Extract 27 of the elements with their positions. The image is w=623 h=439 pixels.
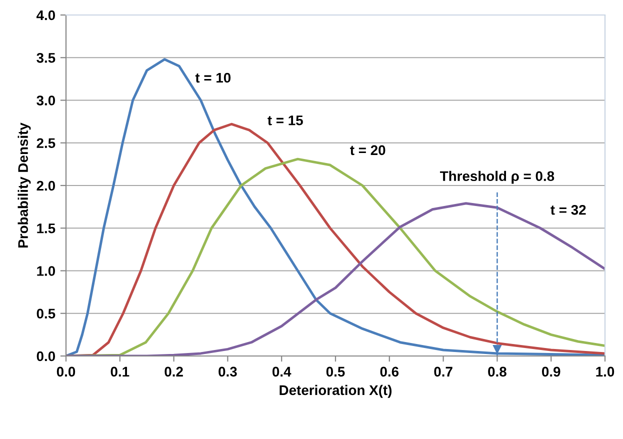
x-tick-label: 0.3 — [218, 366, 237, 377]
x-axis-title: Deterioration X(t) — [280, 384, 392, 398]
series-label: t = 10 — [195, 72, 231, 83]
x-tick-label: 0.0 — [56, 366, 76, 377]
x-tick-label: 0.8 — [488, 366, 506, 377]
y-axis-title: Probability Density — [18, 122, 31, 248]
y-tick-label: 0.0 — [36, 351, 56, 362]
x-tick-label: 1.0 — [596, 366, 614, 377]
y-tick-label: 1.0 — [37, 266, 56, 276]
ref-line-label: Threshold ρ = 0.8 — [440, 170, 554, 184]
x-tick-label: 0.6 — [380, 366, 399, 377]
x-tick-label: 0.4 — [272, 366, 292, 377]
series-label: t = 20 — [350, 145, 386, 156]
series-label: t = 32 — [550, 204, 586, 215]
y-tick-label: 2.5 — [36, 138, 56, 148]
x-tick-label: 0.1 — [110, 366, 130, 377]
x-tick-label: 0.9 — [542, 366, 560, 377]
x-tick-label: 0.2 — [164, 366, 183, 377]
x-tick-label: 0.5 — [326, 366, 345, 377]
y-tick-label: 1.5 — [37, 224, 56, 234]
y-tick-label: 3.5 — [36, 52, 56, 63]
y-tick-label: 4.0 — [36, 10, 56, 20]
series-label: t = 15 — [268, 116, 303, 126]
y-tick-label: 2.0 — [36, 180, 56, 191]
y-tick-label: 3.0 — [36, 96, 56, 106]
x-tick-label: 0.7 — [434, 366, 452, 377]
y-tick-label: 0.5 — [36, 308, 56, 319]
